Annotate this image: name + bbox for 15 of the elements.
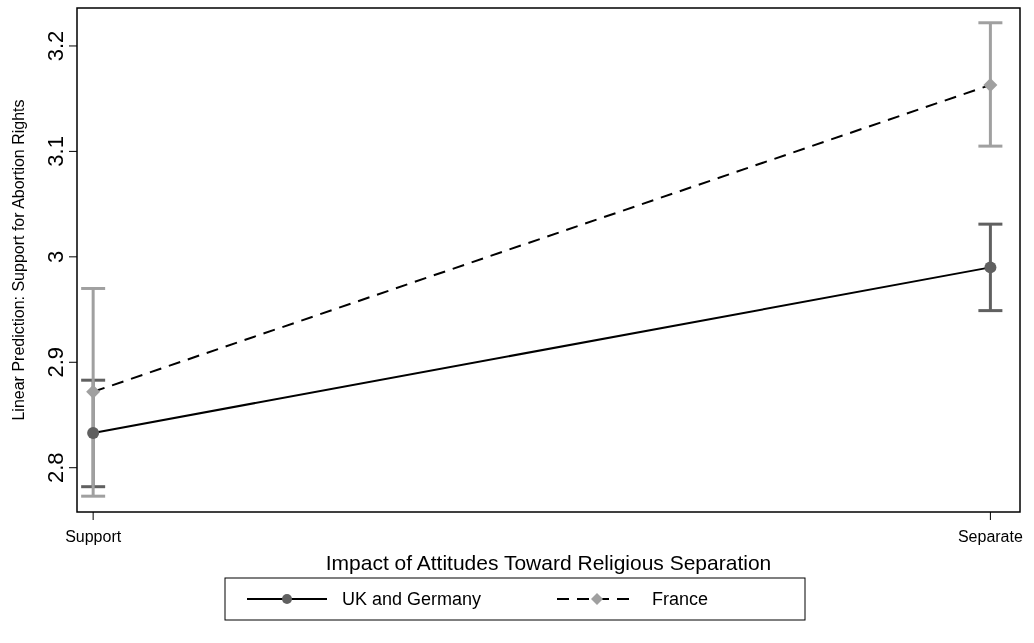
point [983,77,998,92]
legend-label: France [652,589,709,609]
x-tick-label: Support [65,528,122,545]
point [87,426,100,439]
y-tick-label: 2.8 [43,452,68,484]
x-axis-title: Impact of Attitudes Toward Religious Separation [325,551,772,574]
y-tick-label: 3.2 [43,30,68,62]
point [984,261,997,274]
legend-label: UK and Germany [342,589,482,609]
y-tick-label: 3.1 [43,136,68,167]
x-tick-label: Separate [957,528,1023,545]
point [86,384,101,399]
y-tick-label: 2.9 [43,346,68,378]
y-tick-label: 3 [43,250,68,263]
y-axis-title: Linear Prediction: Support for Abortion Rights [10,99,27,421]
